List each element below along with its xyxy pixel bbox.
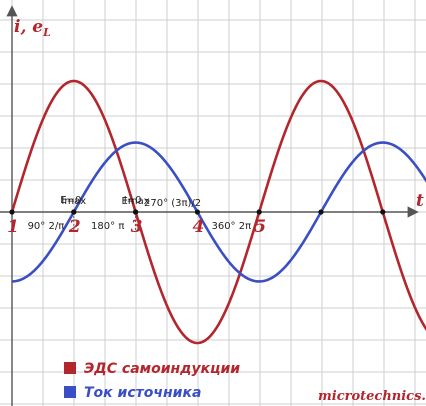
series-line-0 [10,79,426,345]
crossing-point-number: 4 [192,217,204,237]
chart-labels: Imax Emax E=0 I=0 1 2 3 4 5 90° 2/π 180° π 270° (3π… [7,195,266,237]
angle-label: 90° 2/π [28,221,65,232]
crossing-point [71,209,77,215]
crossing-point [133,209,139,215]
peak-markers [9,209,386,215]
legend-label: Ток источника [84,385,201,401]
angle-label: 180° π [91,221,124,232]
axes [0,5,419,406]
legend-swatch [64,362,76,374]
angle-label: 360° 2π [211,221,251,232]
angle-label: 270° (3π)/2 [144,198,201,209]
peak-label: Imax [61,196,86,207]
zero-label: E=0 [60,195,81,206]
peak-label: Emax [122,196,150,207]
zero-label: I=0 [124,195,142,206]
crossing-point [256,209,262,215]
y-axis-label: i, eL [14,17,51,39]
crossing-point-number: 1 [7,217,19,237]
crossing-point-number: 2 [68,217,81,237]
legend: ЭДС самоиндукции Ток источника [64,361,240,401]
guide-lines [73,212,137,230]
crossing-point [9,209,15,215]
crossing-point-number: 5 [254,217,266,237]
series-line-1 [11,141,426,283]
legend-label: ЭДС самоиндукции [84,361,240,377]
peak-marker [318,209,324,215]
crossing-point-number: 3 [131,217,143,237]
y-axis-label-main: i, e [14,17,43,37]
legend-swatch [64,386,76,398]
peak-marker [380,209,386,215]
series-curves [10,79,426,345]
watermark: microtechnics.ru [318,389,426,404]
y-axis-label-sub: L [42,26,51,39]
x-axis-label: t [416,191,424,211]
crossing-point [194,209,200,215]
